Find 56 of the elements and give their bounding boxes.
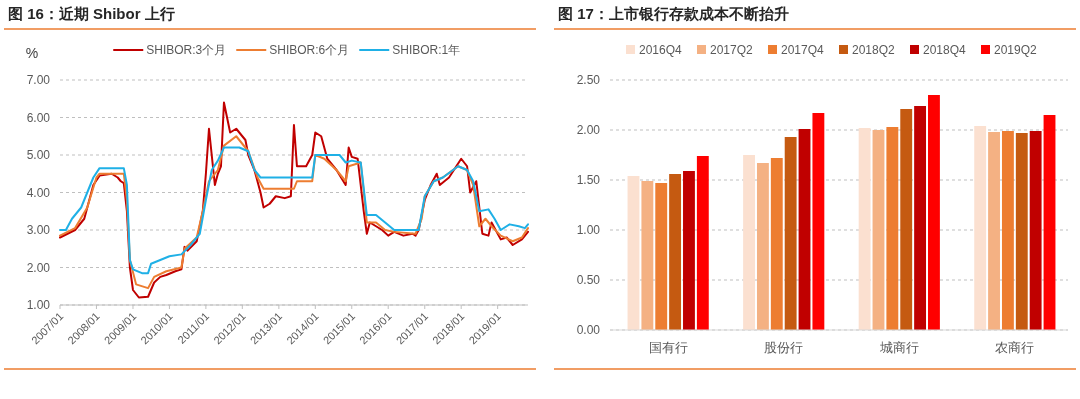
- x-tick-label: 城商行: [878, 340, 919, 355]
- y-tick-label: 3.00: [26, 223, 51, 237]
- bar: [858, 128, 871, 330]
- bar: [641, 181, 654, 330]
- bar: [655, 183, 668, 330]
- bar: [988, 132, 1000, 330]
- y-tick-label: 1.00: [26, 298, 51, 312]
- legend-label: SHIBOR:6个月: [269, 43, 350, 57]
- y-tick-label: 2.00: [576, 123, 601, 137]
- bar: [627, 176, 640, 330]
- bar: [1043, 115, 1056, 330]
- bar: [1029, 131, 1042, 330]
- y-axis-title: %: [25, 45, 39, 61]
- y-tick-label: 6.00: [26, 110, 51, 125]
- bar: [756, 163, 769, 330]
- chart-title: 图 17：上市银行存款成本不断抬升: [558, 5, 789, 22]
- chart-title: 图 16：近期 Shibor 上行: [8, 5, 175, 22]
- legend-label: 2018Q2: [852, 43, 896, 57]
- y-tick-label: 0.00: [576, 323, 601, 337]
- y-tick-label: 2.50: [576, 73, 601, 87]
- bar: [914, 106, 927, 330]
- y-tick-label: 4.00: [26, 185, 51, 200]
- legend-label: 2016Q4: [639, 43, 683, 57]
- legend-label: SHIBOR:3个月: [146, 43, 227, 57]
- bar: [696, 156, 709, 330]
- bar: [1015, 133, 1028, 330]
- bar: [784, 137, 797, 330]
- y-tick-label: 7.00: [26, 73, 51, 87]
- y-tick-label: 0.50: [576, 273, 601, 287]
- bar: [974, 126, 987, 330]
- bar: [1001, 131, 1014, 330]
- line-series: [59, 135, 529, 290]
- bar: [886, 127, 899, 330]
- bar: [928, 95, 940, 330]
- x-tick-label: 农商行: [995, 340, 1035, 355]
- line-series: [59, 101, 529, 299]
- bar: [770, 158, 783, 330]
- bar: [669, 174, 682, 330]
- legend-label: SHIBOR:1年: [392, 43, 461, 57]
- legend-label: 2017Q4: [781, 43, 825, 57]
- line-series: [59, 146, 529, 275]
- bar: [812, 113, 825, 330]
- legend-label: 2018Q4: [923, 43, 967, 57]
- x-tick-label: 股份行: [764, 340, 804, 355]
- bar: [872, 130, 885, 330]
- bar: [683, 171, 695, 330]
- y-tick-label: 2.00: [26, 260, 51, 275]
- bar: [900, 109, 913, 330]
- bar: [798, 129, 811, 330]
- y-tick-label: 5.00: [26, 148, 51, 162]
- bar: [743, 155, 755, 330]
- x-tick-label: 国有行: [648, 340, 688, 355]
- legend-label: 2017Q2: [710, 43, 754, 57]
- y-tick-label: 1.00: [576, 223, 601, 237]
- legend-label: 2019Q2: [994, 43, 1038, 57]
- y-tick-label: 1.50: [576, 173, 601, 187]
